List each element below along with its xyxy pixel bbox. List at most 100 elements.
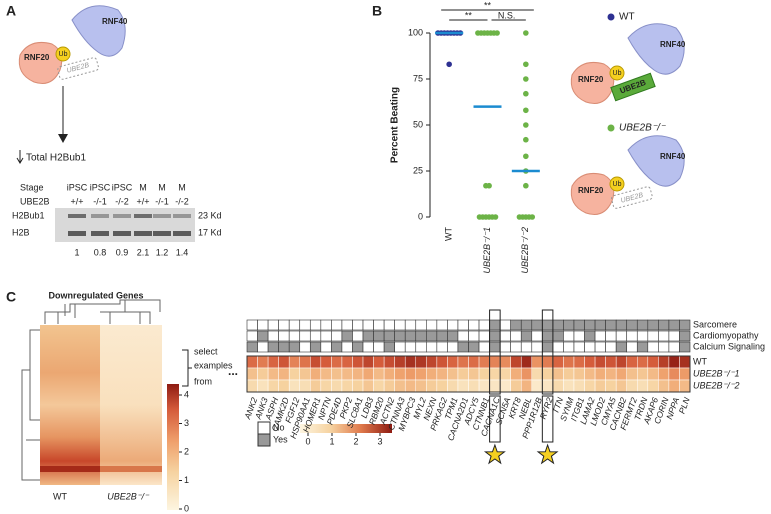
size-label: 17 Kd [198,227,222,237]
heat-cell [257,355,269,369]
rnf20-shape [18,41,63,84]
blot [55,208,195,242]
annotation-cell [679,330,691,342]
heat-cell [373,367,385,381]
genotype-label: -/-1 [155,196,169,206]
annotation-cell [605,319,617,331]
annotation-cell [542,341,554,353]
heatmap-frame [246,355,691,393]
annotation-cell [426,319,438,331]
annotation-cell [615,319,628,331]
annotation-cell [499,319,511,331]
point [523,153,529,160]
annotation-cell [341,319,353,331]
size-label: 23 Kd [198,210,222,220]
annotation-cell [373,319,385,331]
heat-cell [331,367,343,381]
band [113,214,131,218]
side-dendrogram [21,329,40,481]
annotation-cell [478,319,490,331]
heat-cell [584,367,596,381]
annotation-cell [668,319,680,331]
heat-cell [573,379,585,393]
quant-label: 1.4 [176,247,189,257]
heat-cell [563,355,575,369]
annotation-cell [373,341,385,353]
band [68,231,86,236]
heat-cell [278,367,290,381]
heat-cell [605,367,617,381]
heat-cell [478,379,490,393]
rnf40-shape [71,5,126,57]
annotation-cell [510,341,522,353]
y-axis-label: Percent Beating [390,87,401,163]
y-tick-label: 25 [413,165,423,175]
annotation-cell [594,319,606,331]
heat-cell [499,367,511,381]
heat-cell [489,367,501,381]
annotation-cell [278,341,290,353]
annotation-cell [531,319,543,331]
group-label: UBE2B⁻/⁻ [107,491,150,501]
diagram-wt: RNF40 RNF20 UBE2B Ub [570,23,686,104]
heat-cell [394,379,406,393]
annotation-cell [415,330,427,342]
annotation-cell [489,330,501,342]
annotation-cell [478,341,490,353]
annotation-cell [563,341,575,353]
heatmap-band [40,466,100,472]
heat-cell [679,379,691,393]
colorbar-tick-label: 4 [184,389,189,399]
heat-cell [447,379,459,393]
annotation-cell [615,341,628,353]
annotation-cell [246,341,258,353]
annotation-cell [636,330,649,342]
annotation-cell [531,341,543,353]
heat-cell [468,379,480,393]
heat-cell [468,355,480,369]
bracket [182,349,192,387]
heat-cell [278,379,290,393]
row-label: Calcium Signaling [693,341,765,351]
heat-cell [299,379,311,393]
annotation-cell [341,341,353,353]
annotation-cell [278,319,290,331]
band [153,231,171,236]
highlight-box [541,395,554,443]
band [91,231,109,236]
heat-cell [563,367,575,381]
x-tick-label: UBE2B⁻/⁻1 [482,227,492,274]
annotation-cell [447,330,459,342]
annotation-cell [636,341,649,353]
heat-cell [542,379,554,393]
annotation-cell [436,341,448,353]
heat-cell [594,355,606,369]
annotation-cell [679,319,691,331]
annotation-cell [626,319,638,331]
heat-cell [531,355,543,369]
annotation-cell [320,341,332,353]
heat-cell [288,355,300,369]
annotation-cell [299,330,311,342]
row-label: WT [693,356,707,366]
annotation-cell [436,319,448,331]
heat-cell [373,355,385,369]
genotype-label: +/+ [70,196,83,206]
band-label: H2Bub1 [12,210,45,220]
down-arrow [16,150,24,164]
heat-cell [531,367,543,381]
heat-cell [267,367,279,381]
heat-cell [637,367,649,381]
ub-shape [55,46,71,62]
heat-cell [489,355,501,369]
heat-cell [520,355,533,369]
panel-label: C [6,289,16,305]
heat-cell [404,355,417,369]
heat-cell [383,379,395,393]
annotation-cell [489,319,501,331]
point [523,61,529,68]
heat-cell [658,367,670,381]
stage-label: M [178,182,186,192]
annotation-cell [594,341,606,353]
